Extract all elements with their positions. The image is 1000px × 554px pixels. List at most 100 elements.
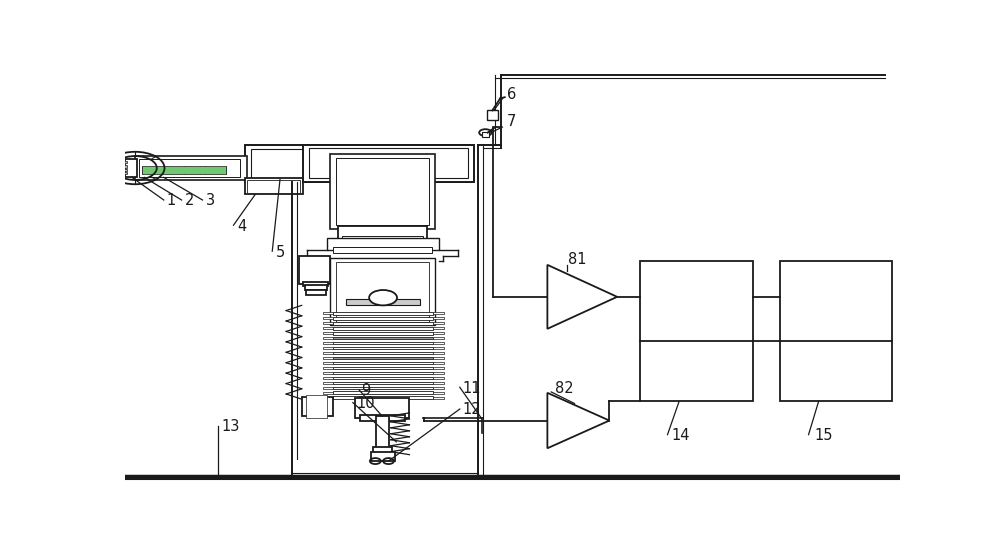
Bar: [121, 161, 127, 163]
Bar: [333, 392, 433, 394]
Bar: [433, 337, 444, 339]
Bar: [326, 238, 439, 250]
Bar: [433, 342, 444, 344]
Bar: [323, 337, 333, 339]
Bar: [433, 347, 444, 349]
Bar: [487, 110, 498, 120]
Bar: [346, 299, 420, 305]
Bar: [333, 352, 433, 355]
Bar: [245, 178, 303, 194]
Bar: [323, 347, 333, 349]
Bar: [360, 415, 405, 422]
Bar: [323, 352, 333, 354]
Bar: [373, 448, 392, 453]
Bar: [333, 387, 433, 389]
Bar: [780, 260, 892, 401]
Bar: [323, 342, 333, 344]
Circle shape: [369, 290, 397, 305]
Text: 7: 7: [507, 115, 516, 130]
Bar: [305, 285, 326, 290]
Text: 1: 1: [166, 193, 175, 208]
Bar: [371, 452, 395, 461]
Bar: [323, 377, 333, 379]
Bar: [333, 312, 433, 315]
Bar: [121, 169, 127, 171]
Text: 12: 12: [462, 402, 481, 417]
Bar: [245, 145, 470, 182]
Bar: [333, 382, 433, 384]
Bar: [323, 317, 333, 319]
Bar: [333, 327, 433, 330]
Bar: [323, 332, 333, 334]
Bar: [336, 158, 429, 225]
Bar: [135, 156, 247, 179]
Bar: [333, 377, 433, 379]
Bar: [323, 312, 333, 314]
Bar: [330, 154, 435, 229]
Bar: [433, 387, 444, 389]
Bar: [433, 357, 444, 359]
Bar: [121, 166, 127, 167]
Text: 6: 6: [507, 87, 516, 102]
Bar: [323, 397, 333, 399]
Bar: [333, 332, 433, 335]
Bar: [323, 387, 333, 389]
Bar: [355, 398, 409, 418]
Text: 9: 9: [361, 383, 371, 398]
Bar: [333, 322, 433, 325]
Bar: [376, 416, 389, 450]
Text: 14: 14: [671, 428, 690, 443]
Bar: [306, 290, 326, 295]
Bar: [125, 160, 137, 177]
Text: 15: 15: [815, 428, 833, 443]
Bar: [247, 179, 300, 193]
Bar: [323, 357, 333, 359]
Bar: [433, 377, 444, 379]
Bar: [303, 282, 328, 286]
Bar: [482, 132, 489, 137]
Bar: [299, 257, 330, 284]
Bar: [333, 317, 433, 320]
Bar: [333, 372, 433, 375]
Bar: [323, 372, 333, 374]
Bar: [433, 372, 444, 374]
Bar: [323, 327, 333, 329]
Bar: [433, 392, 444, 394]
Bar: [251, 149, 464, 178]
Bar: [433, 352, 444, 354]
Bar: [302, 397, 333, 416]
Bar: [323, 362, 333, 364]
Text: 5: 5: [276, 244, 285, 259]
Bar: [323, 322, 333, 324]
Bar: [333, 247, 432, 253]
Bar: [139, 159, 240, 177]
Bar: [323, 392, 333, 394]
Bar: [333, 342, 433, 345]
Bar: [433, 322, 444, 324]
Text: 10: 10: [356, 396, 375, 411]
Bar: [303, 145, 474, 182]
Bar: [433, 397, 444, 399]
Bar: [342, 236, 423, 242]
Bar: [142, 166, 226, 174]
Bar: [333, 347, 433, 350]
Bar: [433, 382, 444, 384]
Text: 11: 11: [462, 381, 481, 396]
Bar: [433, 362, 444, 364]
Bar: [433, 367, 444, 369]
Bar: [121, 172, 127, 175]
Text: 3: 3: [206, 193, 216, 208]
Bar: [333, 397, 433, 399]
Text: 2: 2: [185, 193, 194, 208]
Bar: [433, 327, 444, 329]
Bar: [333, 357, 433, 360]
Text: 13: 13: [222, 419, 240, 434]
Bar: [433, 312, 444, 314]
Bar: [333, 337, 433, 340]
Text: 82: 82: [555, 381, 574, 396]
Bar: [333, 367, 433, 370]
Bar: [323, 367, 333, 369]
Bar: [433, 332, 444, 334]
Bar: [338, 225, 427, 239]
Bar: [323, 382, 333, 384]
